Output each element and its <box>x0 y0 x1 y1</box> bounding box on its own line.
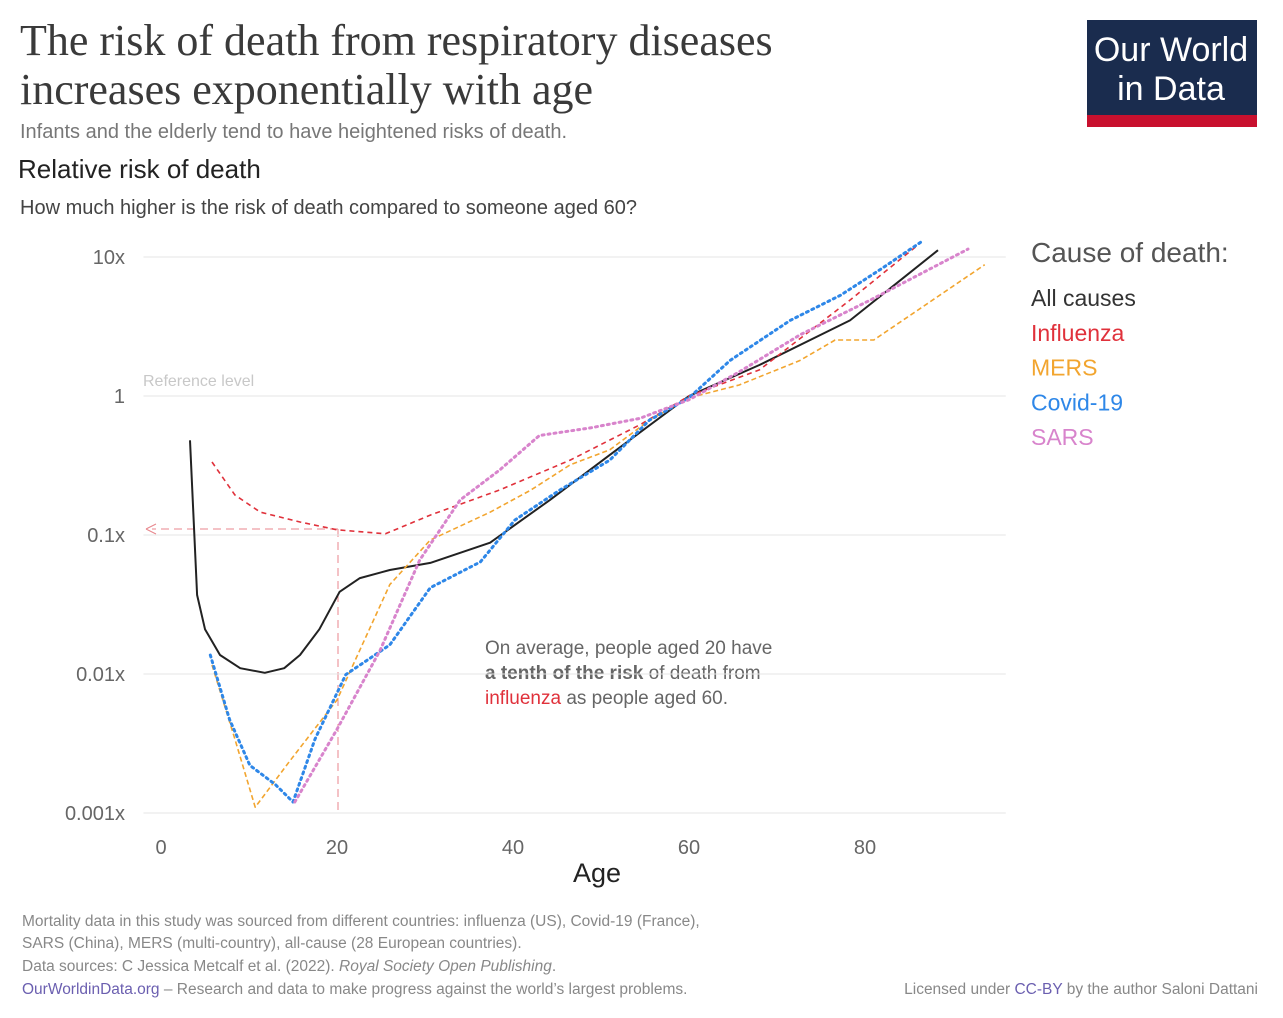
logo-box[interactable] <box>1087 20 1257 115</box>
plot-area: 10x 1 0.1x 0.01x 0.001x 0 20 40 60 80 <box>65 239 1006 859</box>
license-link[interactable]: CC-BY <box>1014 981 1062 998</box>
x-tick-label: 40 <box>502 837 524 859</box>
legend-entry[interactable]: Covid-19 <box>1031 389 1123 415</box>
x-tick-label: 80 <box>854 837 876 859</box>
site-line: OurWorldinData.org – Research and data t… <box>22 981 687 998</box>
x-tick-label: 0 <box>155 837 166 859</box>
subtitle: Infants and the elderly tend to have hei… <box>20 121 567 143</box>
legend-entry[interactable]: Influenza <box>1031 320 1125 346</box>
source-text: Data sources: C Jessica Metcalf et al. (… <box>22 958 339 975</box>
chart-title: The risk of death from respiratory disea… <box>20 16 773 65</box>
logo-bar <box>1087 115 1257 127</box>
chart-title: increases exponentially with age <box>20 65 593 114</box>
series-line <box>211 264 986 808</box>
source: Data sources: C Jessica Metcalf et al. (… <box>22 958 556 975</box>
footer: Mortality data in this study was sourced… <box>22 913 1258 998</box>
reference-label: Reference level <box>143 373 254 390</box>
tagline: – Research and data to make progress aga… <box>160 981 688 998</box>
y-tick-label: 0.001x <box>65 803 125 825</box>
y-tick-label: 1 <box>114 386 125 408</box>
legend-entry[interactable]: All causes <box>1031 285 1136 311</box>
note: Mortality data in this study was sourced… <box>22 913 700 930</box>
logo-text[interactable]: Our World <box>1094 31 1248 69</box>
annotation-text: On average, people aged 20 have <box>485 638 772 659</box>
license-text: Licensed under <box>904 981 1014 998</box>
arrow-head <box>145 523 157 535</box>
x-axis-label: Age <box>573 858 621 888</box>
y-tick-label: 0.01x <box>76 664 125 686</box>
legend-entry[interactable]: MERS <box>1031 355 1097 381</box>
legend-title: Cause of death: <box>1031 237 1229 268</box>
y-tick-label: 0.1x <box>87 525 125 547</box>
annotation-text: influenza as people aged 60. <box>485 688 728 709</box>
question: How much higher is the risk of death com… <box>20 197 637 219</box>
site-link[interactable]: OurWorldinData.org <box>22 981 160 998</box>
series-line <box>211 242 921 535</box>
annotation-text: as people aged 60. <box>561 688 728 709</box>
series-line <box>208 239 924 804</box>
x-tick-label: 60 <box>678 837 700 859</box>
source-publication: Royal Society Open Publishing <box>339 958 552 975</box>
series-line <box>293 247 970 804</box>
license-text: by the author Saloni Dattani <box>1062 981 1258 998</box>
note: SARS (China), MERS (multi-country), all-… <box>22 935 522 952</box>
heading: Relative risk of death <box>18 154 261 184</box>
y-tick-label: 10x <box>93 247 125 269</box>
source-text: . <box>552 958 556 975</box>
x-tick-label: 20 <box>326 837 348 859</box>
annotation-highlight: influenza <box>485 688 561 709</box>
license: Licensed under CC-BY by the author Salon… <box>904 981 1258 998</box>
logo-text[interactable]: in Data <box>1117 70 1225 108</box>
legend-entry[interactable]: SARS <box>1031 424 1094 450</box>
